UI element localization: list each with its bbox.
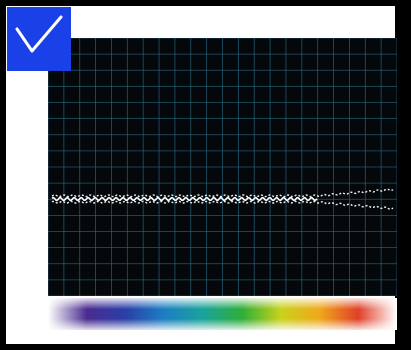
spectrum-gradient (48, 298, 397, 330)
confirm-button[interactable] (7, 7, 71, 71)
color-spectrum-bar (48, 298, 397, 330)
oscilloscope-grid (48, 38, 397, 296)
waveform-trace-upper (51, 188, 394, 198)
waveform-trace (51, 196, 318, 202)
checkmark-icon (15, 15, 63, 53)
oscilloscope-display (48, 38, 397, 296)
grid-lines (48, 38, 397, 296)
waveform-trace-lower (51, 200, 394, 210)
